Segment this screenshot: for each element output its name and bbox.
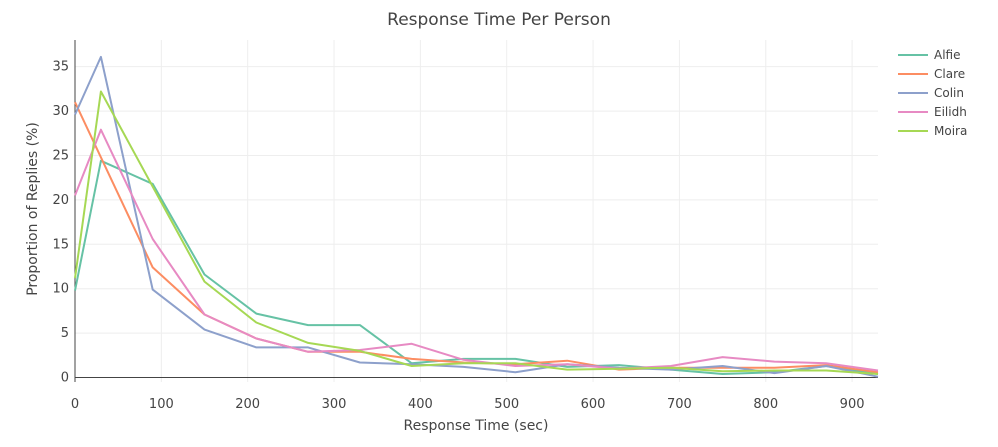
series-line-moira <box>74 90 879 375</box>
y-tick-label: 20 <box>52 193 69 208</box>
legend-item-moira[interactable]: Moira <box>898 121 967 140</box>
x-tick-label: 200 <box>235 397 260 412</box>
x-tick-label: 100 <box>149 397 174 412</box>
x-tick-label: 800 <box>753 397 778 412</box>
x-axis-title: Response Time (sec) <box>404 418 549 434</box>
legend-label: Colin <box>934 85 964 100</box>
legend-swatch <box>898 129 928 132</box>
y-tick-label: 0 <box>61 371 69 386</box>
legend-item-colin[interactable]: Colin <box>898 83 967 102</box>
y-tick-label: 35 <box>52 60 69 75</box>
series-line-eilidh <box>74 128 879 372</box>
y-tick-label: 15 <box>52 237 69 252</box>
legend-label: Moira <box>934 123 968 138</box>
legend-item-eilidh[interactable]: Eilidh <box>898 102 967 121</box>
y-axis-title: Proportion of Replies (%) <box>25 122 41 296</box>
y-tick-label: 5 <box>61 326 69 341</box>
series-line-alfie <box>74 159 879 375</box>
legend-item-alfie[interactable]: Alfie <box>898 45 967 64</box>
legend-swatch <box>898 110 928 113</box>
x-tick-label: 400 <box>408 397 433 412</box>
chart-title: Response Time Per Person <box>387 10 611 30</box>
x-tick-label: 0 <box>71 397 79 412</box>
legend-label: Alfie <box>934 47 961 62</box>
legend-swatch <box>898 72 928 75</box>
y-tick-label: 10 <box>52 282 69 297</box>
x-tick-label: 600 <box>581 397 606 412</box>
legend-label: Eilidh <box>934 104 967 119</box>
gridlines <box>75 40 878 382</box>
series-line-clare <box>74 101 879 374</box>
legend-label: Clare <box>934 66 966 81</box>
y-tick-label: 25 <box>52 148 69 163</box>
legend-swatch <box>898 91 928 94</box>
legend: Alfie Clare Colin Eilidh Moira <box>898 45 967 140</box>
series-lines <box>74 55 879 378</box>
x-tick-label: 900 <box>840 397 865 412</box>
tick-labels: 0 100 200 300 400 500 600 700 800 900 0 5 10 15 20 25 30… <box>52 60 864 412</box>
x-tick-label: 300 <box>322 397 347 412</box>
legend-item-clare[interactable]: Clare <box>898 64 967 83</box>
series-line-colin <box>74 55 879 378</box>
legend-swatch <box>898 53 928 56</box>
axes <box>74 40 878 382</box>
x-tick-label: 700 <box>667 397 692 412</box>
x-tick-label: 500 <box>494 397 519 412</box>
y-tick-label: 30 <box>52 104 69 119</box>
